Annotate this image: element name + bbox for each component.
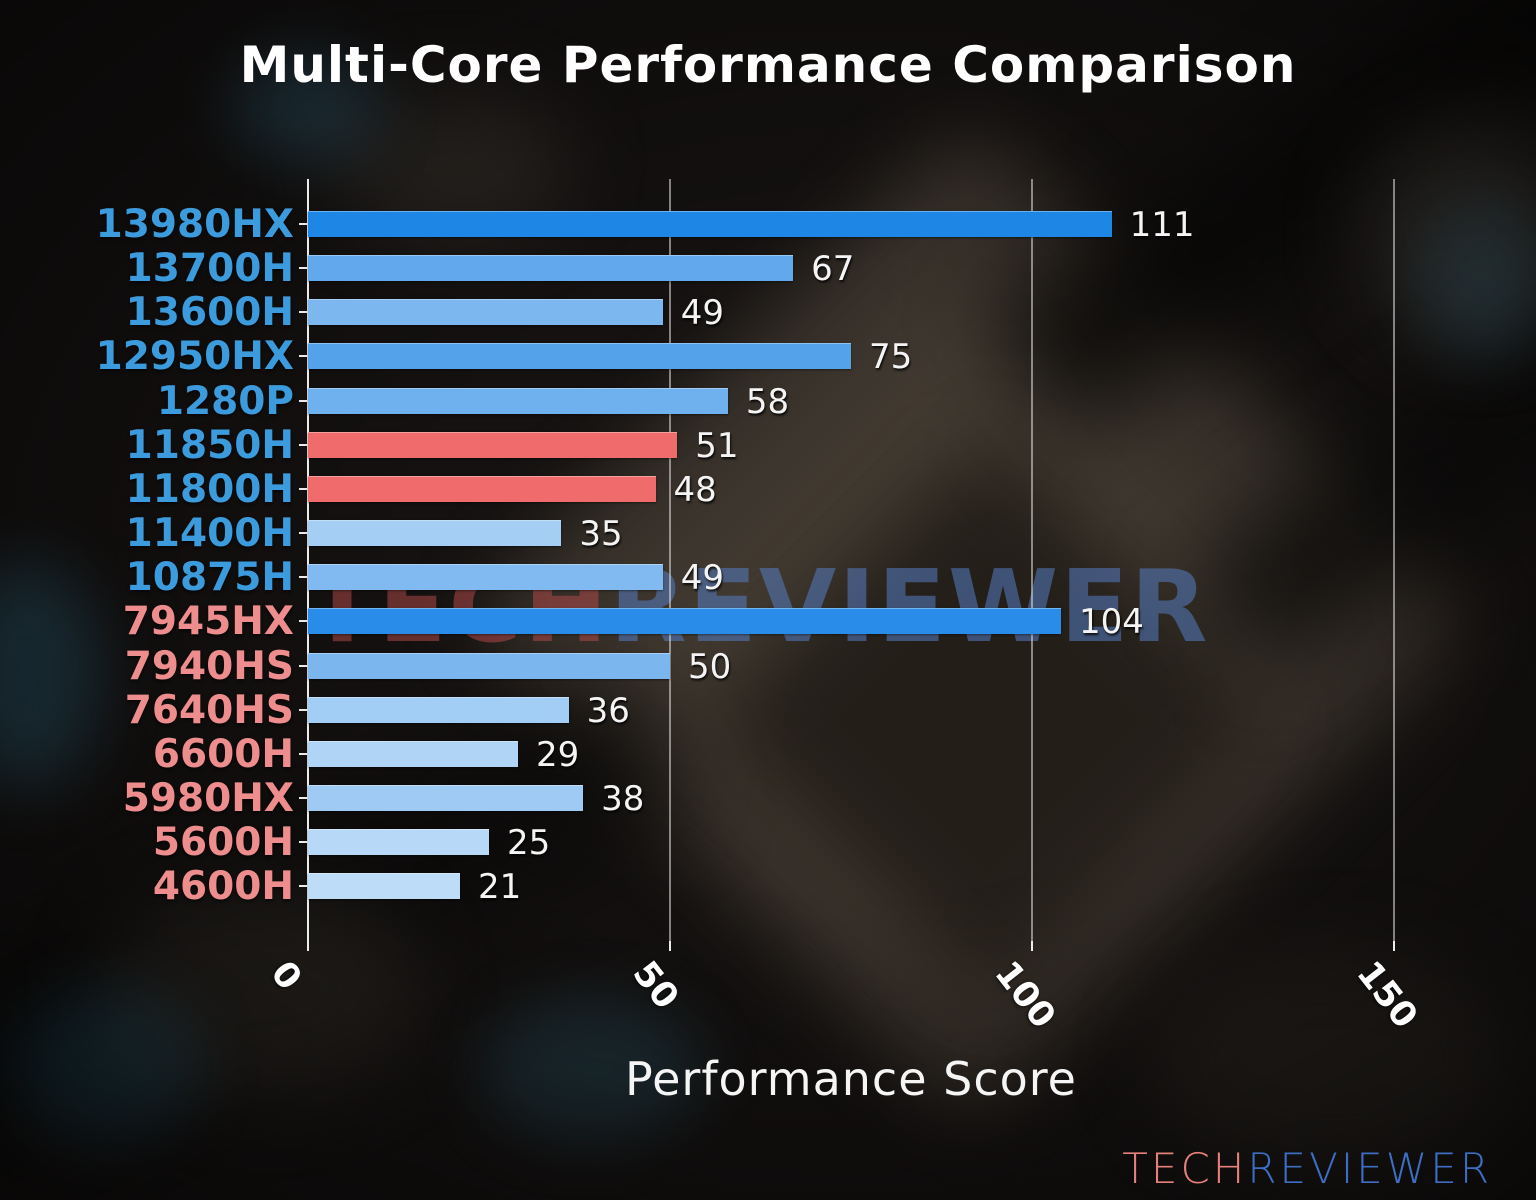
category-label: 4600H (152, 864, 294, 910)
gridline (1031, 179, 1033, 941)
x-tick-mark (1031, 941, 1033, 951)
y-tick-mark (299, 620, 308, 623)
value-label: 75 (869, 337, 913, 378)
y-tick-mark (299, 355, 308, 358)
bar (308, 211, 1112, 237)
y-tick-mark (299, 664, 308, 667)
bar (308, 608, 1061, 635)
category-label: 1280P (156, 378, 294, 424)
logo-reviewer: REVIEWER (1247, 1144, 1492, 1193)
bar (308, 873, 461, 900)
value-label: 38 (601, 778, 645, 819)
bar (308, 520, 562, 547)
value-label: 111 (1129, 205, 1195, 245)
value-label: 49 (680, 558, 725, 599)
chart-title: Multi-Core Performance Comparison (239, 36, 1297, 94)
y-tick-mark (299, 708, 308, 711)
category-label: 13980HX (95, 202, 294, 247)
value-label: 67 (811, 249, 855, 290)
category-label: 11800H (125, 466, 294, 512)
category-label: 10875H (125, 555, 294, 601)
bar (308, 696, 569, 723)
category-label: 11850H (125, 422, 294, 468)
category-label: 5600H (152, 820, 294, 866)
brand-logo: TECHREVIEWER (1122, 1144, 1492, 1193)
bar (308, 255, 794, 282)
category-label: 6600H (152, 731, 294, 777)
category-label: 11400H (125, 511, 294, 557)
value-label: 21 (478, 867, 522, 908)
bar (308, 343, 851, 370)
y-tick-mark (299, 223, 308, 225)
value-label: 50 (688, 646, 732, 687)
x-axis-label: Performance Score (625, 1052, 1077, 1106)
gridline (1393, 179, 1395, 941)
y-tick-mark (299, 841, 308, 844)
gridline (669, 179, 671, 941)
bar (308, 564, 663, 591)
x-tick-mark (1393, 941, 1395, 951)
value-label: 35 (579, 514, 623, 555)
value-label: 58 (745, 381, 790, 422)
category-label: 7945HX (122, 599, 294, 645)
bar (308, 431, 678, 458)
y-tick-mark (299, 532, 308, 535)
value-label: 36 (586, 690, 630, 731)
y-tick-mark (299, 443, 308, 446)
y-axis-spine (307, 179, 309, 941)
value-label: 25 (507, 823, 551, 864)
y-tick-mark (299, 576, 308, 579)
y-tick-mark (299, 796, 308, 799)
value-label: 51 (695, 425, 739, 466)
value-label: 104 (1078, 602, 1144, 643)
value-label: 49 (680, 293, 725, 334)
bar (308, 387, 728, 414)
bar (308, 740, 518, 767)
category-label: 13700H (125, 246, 294, 292)
y-tick-mark (299, 267, 308, 270)
y-tick-mark (299, 311, 308, 314)
bar (308, 652, 670, 679)
y-tick-mark (299, 752, 308, 755)
x-tick-mark (669, 941, 671, 951)
bar (308, 784, 584, 811)
y-tick-mark (299, 399, 308, 402)
value-label: 48 (673, 469, 717, 510)
category-label: 13600H (125, 290, 294, 336)
watermark-reviewer: REVIEWER (609, 548, 1210, 665)
x-tick-mark (307, 941, 309, 951)
value-label: 29 (535, 734, 580, 775)
bar (308, 299, 663, 326)
category-label: 7640HS (124, 687, 294, 733)
category-label: 7940HS (124, 643, 294, 689)
logo-tech: TECH (1122, 1144, 1248, 1193)
y-tick-mark (299, 487, 308, 490)
bar (308, 829, 489, 856)
y-tick-mark (299, 885, 308, 888)
category-label: 5980HX (122, 775, 294, 821)
bar (308, 475, 656, 502)
category-label: 12950HX (95, 334, 294, 380)
